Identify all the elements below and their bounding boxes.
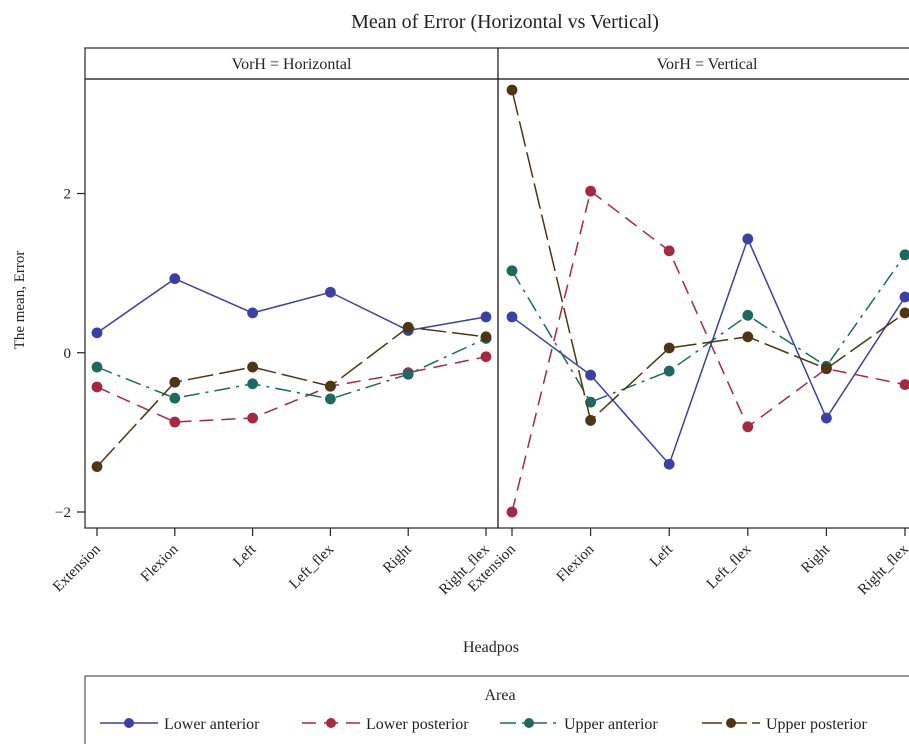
x-tick-label: Extension (50, 541, 104, 595)
data-point (899, 307, 909, 319)
series-line (511, 189, 906, 513)
panel-header (84, 47, 499, 80)
data-point (247, 307, 259, 319)
y-tick-label: 2 (64, 187, 72, 203)
x-tick-label: Flexion (138, 541, 182, 585)
legend-box (84, 675, 909, 744)
x-tick-label: Right_flex (855, 541, 909, 598)
data-point (402, 368, 414, 380)
x-tick-label: Left_flex (286, 541, 337, 592)
x-tick-label: Left (230, 541, 260, 571)
data-point (663, 365, 675, 377)
data-point (821, 412, 832, 424)
data-point (169, 416, 181, 428)
data-point (324, 286, 336, 298)
data-point (506, 506, 518, 518)
data-point (91, 381, 103, 393)
legend-item: Lower anterior (100, 716, 260, 733)
data-point (169, 273, 181, 285)
data-point (742, 233, 754, 245)
legend-swatch-marker (726, 718, 736, 728)
data-point (91, 327, 103, 339)
series-line (96, 356, 487, 423)
data-point (585, 369, 596, 381)
data-point (899, 379, 909, 391)
data-point (506, 84, 518, 96)
x-tick-label: Right (380, 541, 415, 576)
data-point (247, 361, 259, 373)
legend-label: Lower posterior (366, 716, 469, 733)
data-point (742, 421, 754, 433)
panel-frame (497, 78, 909, 529)
y-tick-label: −2 (55, 505, 71, 521)
legend-swatch-marker (124, 718, 134, 728)
series-line (96, 337, 487, 400)
x-tick-label: Flexion (554, 541, 598, 585)
data-point (402, 321, 414, 333)
data-point (821, 363, 832, 375)
data-point (663, 458, 675, 470)
y-axis-label: The mean, Error (12, 251, 28, 350)
series-line (511, 254, 906, 404)
data-point (480, 331, 492, 343)
data-point (742, 309, 754, 321)
data-point (480, 311, 492, 323)
data-point (899, 249, 909, 261)
series-line (96, 326, 487, 468)
panel-label: VorH = Vertical (657, 56, 758, 73)
data-point (169, 376, 181, 388)
data-point (247, 412, 259, 424)
series-line (96, 277, 487, 334)
data-point (585, 415, 596, 426)
data-point (324, 380, 336, 392)
legend-item: Lower posterior (302, 716, 469, 733)
panels: VorH = Horizontal Extension Flexion Left Lef… (50, 47, 909, 598)
data-point (506, 311, 518, 323)
data-point (585, 185, 596, 197)
y-tick-label: 0 (64, 346, 72, 362)
legend-label: Lower anterior (164, 716, 260, 733)
legend-label: Upper anterior (564, 716, 658, 733)
data-point (324, 393, 336, 405)
panel-label: VorH = Horizontal (232, 56, 352, 73)
legend: Area Lower anterior Lower posterior Upper … (84, 675, 909, 744)
data-point (742, 331, 754, 343)
legend-swatch-marker (326, 718, 336, 728)
data-point (663, 245, 675, 257)
data-point (663, 342, 675, 354)
chart-title: Mean of Error (Horizontal vs Vertical) (351, 11, 659, 33)
data-point (480, 351, 492, 363)
series-line (511, 89, 906, 422)
x-tick-label: Right (798, 541, 833, 576)
x-tick-label: Left_flex (704, 541, 755, 592)
panel-frame (84, 78, 499, 529)
data-point (91, 461, 103, 473)
data-point (247, 378, 259, 390)
x-tick-label: Left (647, 541, 677, 571)
panel-0: VorH = Horizontal Extension Flexion Left Lef… (50, 47, 499, 598)
legend-label: Upper posterior (766, 716, 868, 733)
series-line (511, 236, 906, 466)
data-point (169, 392, 181, 404)
legend-title: Area (484, 687, 515, 704)
data-point (899, 291, 909, 303)
legend-item: Upper posterior (702, 716, 868, 733)
legend-items: Lower anterior Lower posterior Upper anter… (100, 716, 868, 733)
panel-header (497, 47, 909, 80)
legend-item: Upper anterior (500, 716, 658, 733)
x-axis-label: Headpos (463, 639, 519, 656)
data-point (91, 361, 103, 373)
legend-swatch-marker (524, 718, 534, 728)
data-point (506, 265, 518, 277)
